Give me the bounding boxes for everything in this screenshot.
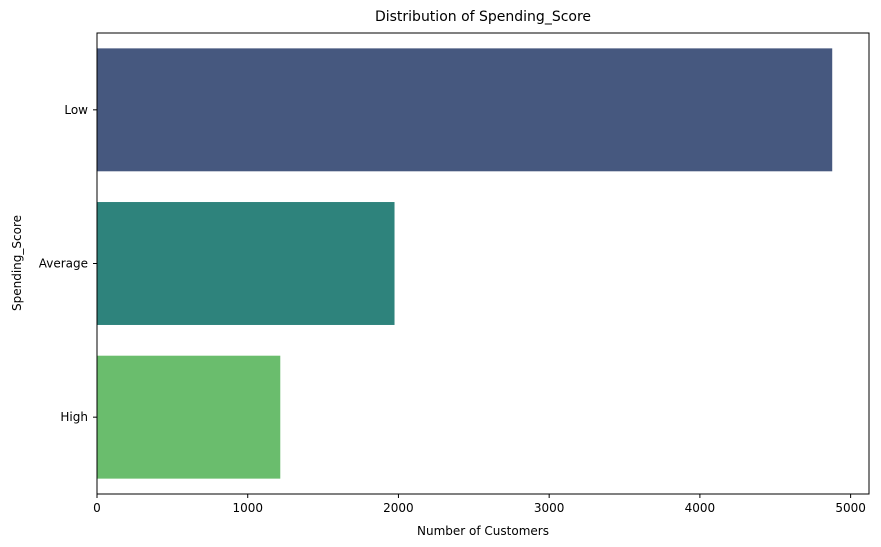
- x-tick-label: 1000: [232, 501, 263, 515]
- bars-group: [97, 48, 833, 479]
- y-tick-label: High: [60, 410, 88, 424]
- x-tick-label: 2000: [383, 501, 414, 515]
- x-tick-label: 4000: [685, 501, 716, 515]
- y-axis-label: Spending_Score: [10, 215, 24, 311]
- y-tick-label: Average: [39, 257, 88, 271]
- bar-high: [97, 355, 281, 479]
- y-axis-ticks: Low Average High: [39, 103, 97, 424]
- x-tick-label: 5000: [835, 501, 866, 515]
- chart-title: Distribution of Spending_Score: [375, 9, 591, 25]
- x-tick-label: 3000: [534, 501, 565, 515]
- y-tick-label: Low: [64, 103, 88, 117]
- x-axis-ticks: 0 1000 2000 3000 4000 5000: [93, 494, 866, 515]
- plot-frame: [96, 32, 870, 495]
- x-tick-label: 0: [93, 501, 101, 515]
- x-axis-label: Number of Customers: [417, 524, 549, 538]
- bar-low: [97, 48, 833, 172]
- bar-average: [97, 202, 395, 325]
